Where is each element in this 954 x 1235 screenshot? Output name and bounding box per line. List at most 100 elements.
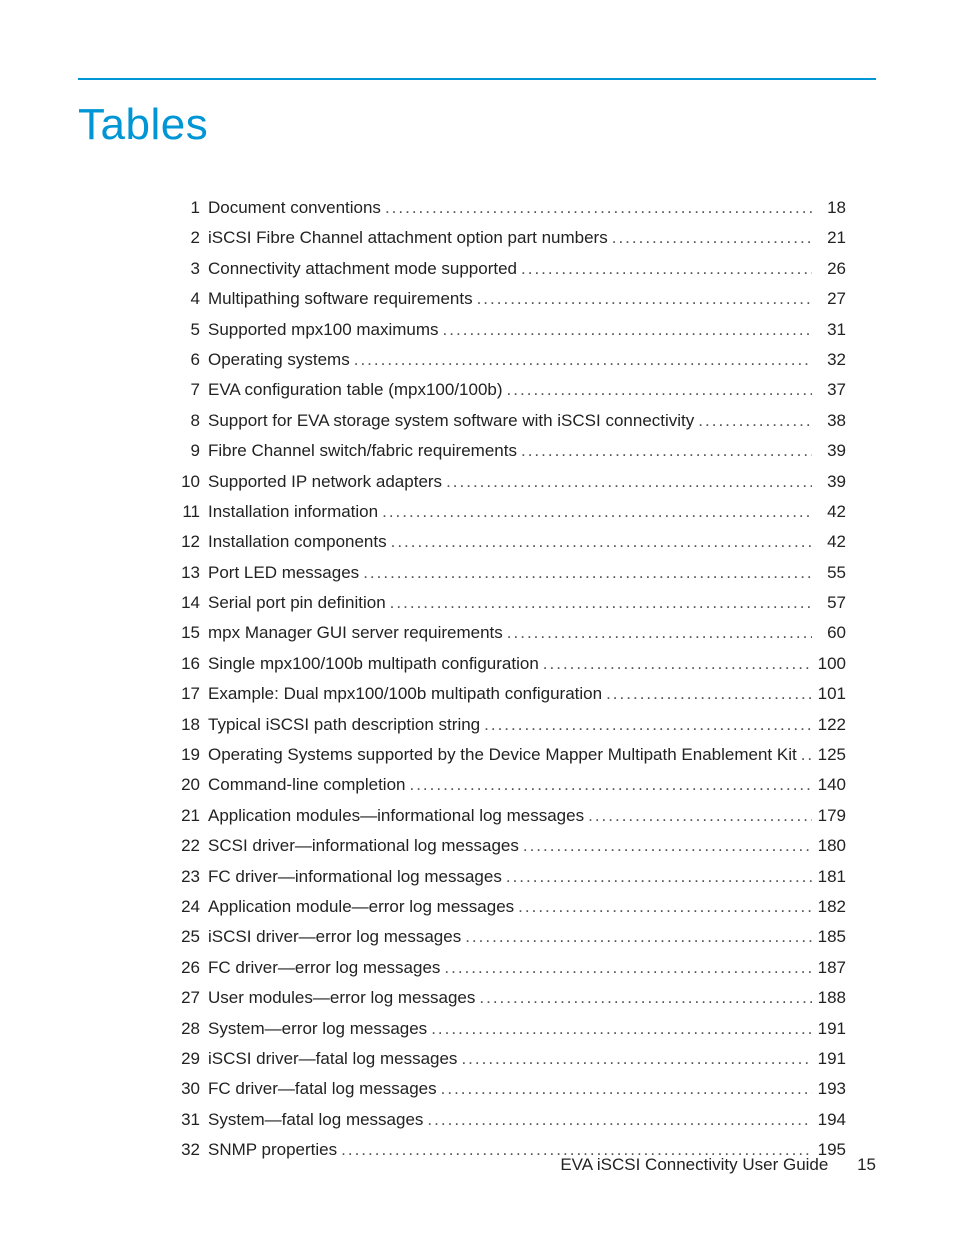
toc-leader-dots: ........................................… [543,654,812,674]
toc-entry-number: 6 [170,350,200,370]
toc-entry-number: 31 [170,1110,200,1130]
toc-entry[interactable]: 15mpx Manager GUI server requirements ..… [170,623,846,643]
toc-leader-dots: ........................................… [409,775,812,795]
toc-entry-number: 22 [170,836,200,856]
toc-entry[interactable]: 30FC driver—fatal log messages .........… [170,1079,846,1099]
toc-entry-page: 194 [816,1110,846,1130]
toc-entry[interactable]: 22SCSI driver—informational log messages… [170,836,846,856]
toc-entry-label: mpx Manager GUI server requirements [208,623,503,643]
toc-leader-dots: ........................................… [446,472,812,492]
toc-entry-label: Supported IP network adapters [208,472,442,492]
toc-entry-page: 42 [816,532,846,552]
toc-entry-label: Operating Systems supported by the Devic… [208,745,797,765]
toc-entry[interactable]: 2iSCSI Fibre Channel attachment option p… [170,228,846,248]
toc-entry-page: 100 [816,654,846,674]
toc-leader-dots: ........................................… [801,745,812,765]
toc-entry[interactable]: 11Installation information .............… [170,502,846,522]
toc-entry-number: 3 [170,259,200,279]
toc-entry[interactable]: 9Fibre Channel switch/fabric requirement… [170,441,846,461]
toc-entry-label: Operating systems [208,350,350,370]
toc-leader-dots: ........................................… [606,684,812,704]
toc-entry-number: 17 [170,684,200,704]
toc-entry-page: 60 [816,623,846,643]
toc-entry-label: Serial port pin definition [208,593,386,613]
toc-leader-dots: ........................................… [385,198,812,218]
toc-entry[interactable]: 8Support for EVA storage system software… [170,411,846,431]
toc-entry-number: 14 [170,593,200,613]
toc-entry-label: iSCSI driver—fatal log messages [208,1049,457,1069]
toc-entry[interactable]: 18Typical iSCSI path description string … [170,715,846,735]
toc-leader-dots: ........................................… [507,623,812,643]
toc-entry[interactable]: 1Document conventions ..................… [170,198,846,218]
toc-entry[interactable]: 13Port LED messages ....................… [170,563,846,583]
toc-entry-page: 187 [816,958,846,978]
toc-entry-page: 27 [816,289,846,309]
toc-leader-dots: ........................................… [521,441,812,461]
toc-entry-number: 32 [170,1140,200,1160]
toc-entry-page: 191 [816,1019,846,1039]
toc-entry[interactable]: 19Operating Systems supported by the Dev… [170,745,846,765]
toc-entry-page: 38 [816,411,846,431]
toc-leader-dots: ........................................… [382,502,812,522]
toc-entry[interactable]: 6 Operating systems .....................… [170,350,846,370]
toc-entry[interactable]: 27User modules—error log messages ......… [170,988,846,1008]
toc-entry-page: 32 [816,350,846,370]
toc-leader-dots: ........................................… [518,897,812,917]
toc-leader-dots: ........................................… [461,1049,812,1069]
toc-leader-dots: ........................................… [506,867,812,887]
toc-entry-number: 21 [170,806,200,826]
toc-entry-number: 9 [170,441,200,461]
toc-entry-page: 26 [816,259,846,279]
toc-entry[interactable]: 5Supported mpx100 maximums .............… [170,320,846,340]
toc-entry-label: EVA configuration table (mpx100/100b) [208,380,503,400]
toc-entry-page: 101 [816,684,846,704]
toc-entry-page: 42 [816,502,846,522]
toc-entry[interactable]: 31System—fatal log messages ............… [170,1110,846,1130]
toc-entry-number: 7 [170,380,200,400]
toc-entry[interactable]: 26FC driver—error log messages .........… [170,958,846,978]
toc-entry-label: System—error log messages [208,1019,427,1039]
toc-entry[interactable]: 16Single mpx100/100b multipath configura… [170,654,846,674]
toc-entry[interactable]: 17Example: Dual mpx100/100b multipath co… [170,684,846,704]
toc-entry[interactable]: 20Command-line completion ..............… [170,775,846,795]
toc-leader-dots: ........................................… [521,259,812,279]
toc-entry[interactable]: 21Application modules—informational log … [170,806,846,826]
toc-entry-page: 122 [816,715,846,735]
toc-entry[interactable]: 23FC driver—informational log messages .… [170,867,846,887]
toc-leader-dots: ........................................… [363,563,812,583]
toc-entry-page: 191 [816,1049,846,1069]
toc-leader-dots: ........................................… [507,380,812,400]
toc-entry-number: 27 [170,988,200,1008]
toc-entry[interactable]: 24Application module—error log messages … [170,897,846,917]
toc-entry-page: 140 [816,775,846,795]
toc-entry[interactable]: 3Connectivity attachment mode supported … [170,259,846,279]
page: Tables 1Document conventions ...........… [0,0,954,1235]
toc-entry[interactable]: 10Supported IP network adapters ........… [170,472,846,492]
tables-toc: 1Document conventions ..................… [170,198,846,1161]
toc-leader-dots: ........................................… [477,289,812,309]
toc-entry-number: 2 [170,228,200,248]
toc-entry-label: SNMP properties [208,1140,337,1160]
page-title: Tables [78,100,876,150]
toc-entry[interactable]: 12Installation components ..............… [170,532,846,552]
toc-leader-dots: ........................................… [354,350,812,370]
toc-entry-number: 11 [170,502,200,522]
toc-entry[interactable]: 28System—error log messages ............… [170,1019,846,1039]
toc-entry-number: 26 [170,958,200,978]
toc-entry[interactable]: 7 EVA configuration table (mpx100/100b) .… [170,380,846,400]
toc-entry-number: 13 [170,563,200,583]
toc-entry-page: 18 [816,198,846,218]
toc-entry-label: Document conventions [208,198,381,218]
toc-entry-label: Installation components [208,532,387,552]
toc-entry[interactable]: 14Serial port pin definition ...........… [170,593,846,613]
toc-leader-dots: ........................................… [698,411,812,431]
footer-page-number: 15 [857,1155,876,1174]
toc-leader-dots: ........................................… [588,806,812,826]
footer-doc-title: EVA iSCSI Connectivity User Guide [560,1155,828,1174]
toc-entry-number: 4 [170,289,200,309]
toc-entry[interactable]: 29iSCSI driver—fatal log messages ......… [170,1049,846,1069]
toc-entry-page: 185 [816,927,846,947]
toc-entry-label: Connectivity attachment mode supported [208,259,517,279]
toc-entry[interactable]: 4Multipathing software requirements ....… [170,289,846,309]
toc-entry[interactable]: 25iSCSI driver—error log messages ......… [170,927,846,947]
